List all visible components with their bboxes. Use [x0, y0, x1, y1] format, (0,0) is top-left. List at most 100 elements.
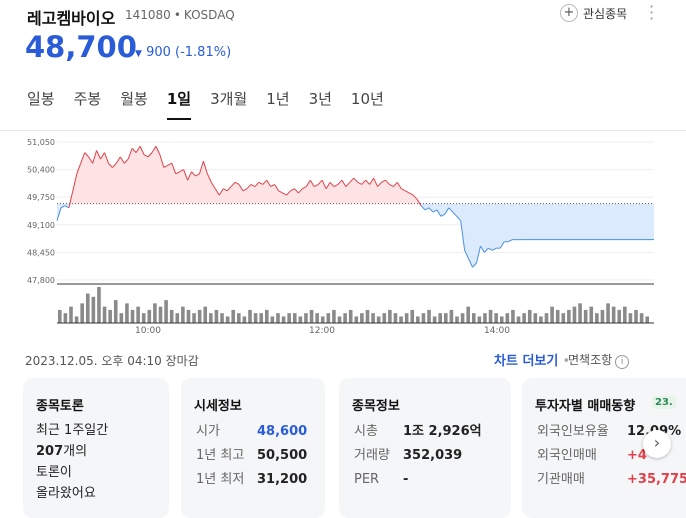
tab-1day[interactable]: 1일: [166, 88, 192, 120]
price-line-segment: [115, 156, 121, 164]
volume-bar: [527, 309, 532, 323]
row-value: 50,500: [257, 448, 308, 463]
tab-10year[interactable]: 10년: [350, 90, 384, 108]
forum-line-3: 토론이: [36, 465, 72, 480]
price-line-segment: [112, 162, 117, 168]
price-line-segment: [499, 241, 505, 249]
add-favorite-button[interactable]: + 관심종목: [560, 4, 627, 22]
volume-bar: [421, 313, 426, 323]
price-line-segment: [290, 188, 295, 192]
volume-bar: [231, 309, 236, 323]
volume-bar: [572, 306, 577, 323]
tab-3year[interactable]: 3년: [308, 90, 332, 108]
volume-bar: [315, 313, 319, 323]
stock-code-number: 141080: [125, 8, 171, 22]
price-line-segment: [195, 173, 200, 177]
foreign-trade-row: 외국인매매 +4: [537, 444, 686, 468]
volume-bar: [220, 313, 224, 323]
volume-bar: [611, 306, 616, 323]
price-line-segment: [151, 145, 157, 153]
chevron-right-icon[interactable]: ›: [643, 430, 671, 458]
tab-3month[interactable]: 3개월: [210, 90, 248, 108]
volume-bar: [494, 313, 498, 323]
price-line-segment: [68, 190, 74, 208]
price-line-segment: [210, 182, 216, 189]
market-cap-row: 시총 1조 2,926억: [354, 420, 482, 444]
tab-daily[interactable]: 일봉: [27, 90, 55, 108]
y-tick-label: 50,400: [27, 166, 55, 175]
price-line-segment: [381, 179, 386, 183]
volume-bar: [147, 309, 152, 323]
volume-bar: [253, 313, 258, 323]
volume-bar: [583, 309, 588, 323]
volume-bar: [399, 316, 403, 323]
price-line-segment: [361, 179, 367, 185]
favorite-label: 관심종목: [583, 6, 628, 21]
tab-weekly[interactable]: 주봉: [73, 90, 102, 108]
disclaimer-link[interactable]: 면책조항 i: [568, 351, 630, 369]
volume-bar: [427, 309, 431, 323]
tab-1year[interactable]: 1년: [266, 90, 290, 108]
price-line-segment: [440, 213, 446, 217]
volume-bar: [309, 309, 314, 323]
price-line-segment: [242, 188, 248, 192]
year-high-row: 1년 최고 50,500: [196, 444, 307, 468]
volume-bar: [544, 313, 549, 323]
price-line-segment: [100, 152, 105, 160]
volume-bar: [292, 313, 297, 323]
volume-bar: [85, 293, 90, 323]
forum-card-title: 종목토론: [36, 399, 84, 414]
price-line-segment: [337, 179, 343, 185]
stock-info-card[interactable]: 종목정보 시총 1조 2,926억 거래량 352,039 PER -: [339, 378, 511, 518]
price-line-segment: [191, 171, 196, 177]
price-line-segment: [444, 207, 450, 215]
volume-bar: [533, 313, 538, 323]
price-line-segment: [234, 181, 240, 185]
price-line-segment: [349, 177, 355, 183]
market-info-title: 시세정보: [194, 399, 242, 414]
volume-bar: [242, 316, 247, 323]
price-line-segment: [179, 169, 184, 173]
price-area-up: [57, 146, 654, 204]
price-line-segment: [206, 173, 212, 183]
y-tick-label: 49,100: [27, 221, 55, 230]
x-tick-label: 12:00: [309, 326, 335, 336]
price-line-segment: [412, 194, 418, 200]
price-line-segment: [266, 179, 272, 187]
price-line-segment: [365, 179, 371, 185]
price-line-segment: [80, 152, 86, 164]
volume-bar: [175, 313, 180, 323]
volume-bar: [365, 309, 370, 323]
volume-bar: [108, 309, 112, 323]
volume-bar: [113, 300, 118, 323]
price-line-segment: [460, 220, 466, 251]
price-line-segment: [476, 245, 481, 264]
date-badge: 23.: [652, 396, 676, 409]
volume-bar: [539, 316, 543, 323]
tab-monthly[interactable]: 월봉: [120, 90, 148, 108]
market-info-card[interactable]: 시세정보 시가 48,600 1년 최고 50,500 1년 최저 31,200: [181, 378, 325, 518]
volume-bar: [119, 313, 124, 323]
volume-bar: [477, 316, 482, 323]
price-line-segment: [198, 160, 204, 174]
x-tick-label: 14:00: [484, 326, 510, 336]
chart-more-label: 차트 더보기: [494, 354, 559, 369]
volume-bar: [600, 309, 605, 323]
price-line-segment: [488, 247, 493, 251]
price-line-segment: [329, 181, 335, 187]
volume-bar: [550, 306, 554, 323]
y-tick-label: 51,050: [27, 138, 55, 147]
price-line-segment: [393, 181, 398, 187]
market-info-rows: 시가 48,600 1년 최고 50,500 1년 최저 31,200: [196, 420, 307, 492]
price-line-segment: [127, 148, 133, 160]
price-line-segment: [452, 211, 458, 217]
intraday-price-chart[interactable]: 51,050 50,400 49,750 49,100 48,450 47,800 10:0…: [0, 130, 686, 345]
forum-card[interactable]: 종목토론 최근 1주일간 207개의 토론이 올라왔어요: [23, 378, 169, 518]
chart-more-link[interactable]: 차트 더보기 •: [494, 350, 570, 369]
volume-bar: [617, 309, 622, 323]
price-line-segment: [135, 145, 141, 153]
volume-bar: [348, 309, 353, 323]
more-menu-icon[interactable]: · · ·: [649, 0, 655, 28]
volume-bar: [606, 303, 610, 323]
volume-bar: [169, 309, 174, 323]
